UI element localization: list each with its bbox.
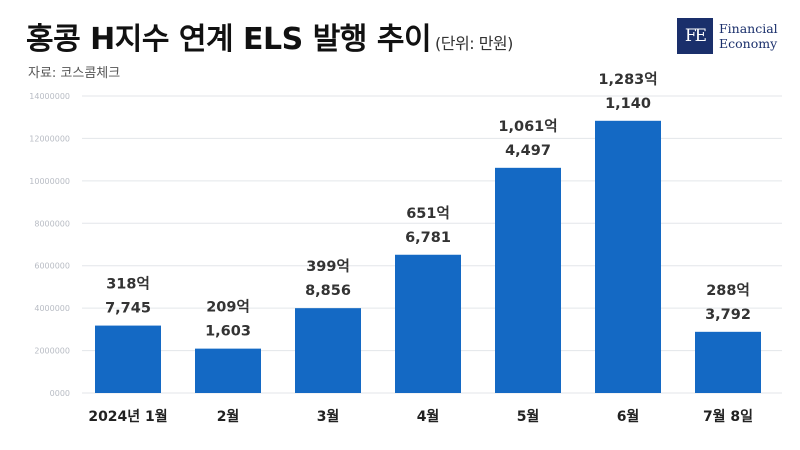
y-tick-label: 4000000 [34,304,70,313]
data-label-bottom: 6,781 [405,230,451,246]
x-category-label: 3월 [317,408,340,425]
bar [595,120,661,393]
bar [395,254,461,393]
page-title: 홍콩 H지수 연계 ELS 발행 추이 (단위: 만원) [26,22,513,57]
x-category-label: 4월 [417,408,440,425]
bar [95,325,161,393]
bar [295,308,361,393]
x-category-label: 2월 [217,408,240,425]
data-label-bottom: 4,497 [505,143,551,159]
y-tick-label: 10000000 [29,177,70,186]
x-category-label: 5월 [517,408,540,425]
bar [195,348,261,393]
logo-line-2: Economy [719,36,778,51]
y-tick-label: 2000000 [34,347,70,356]
y-tick-label: 14000000 [29,92,70,101]
logo-text: Financial Economy [719,21,778,51]
data-label-bottom: 7,745 [105,301,151,317]
y-tick-label: 6000000 [34,262,70,271]
data-label-bottom: 3,792 [705,307,751,323]
data-label-top: 288억 [706,281,750,299]
bar [695,331,761,393]
logo-mark: FE [677,18,713,54]
source-label: 자료: 코스콤체크 [28,66,121,81]
y-tick-label: 0000 [50,389,70,398]
data-label-bottom: 1,603 [205,324,251,340]
x-category-label: 6월 [617,408,640,425]
data-label-top: 209억 [206,298,250,316]
x-category-label: 2024년 1월 [88,408,167,425]
data-label-top: 1,283억 [598,70,657,88]
financial-economy-logo: FE Financial Economy [677,18,778,54]
data-label-bottom: 1,140 [605,96,651,112]
y-tick-label: 8000000 [34,219,70,228]
unit-label: (단위: 만원) [435,34,513,53]
x-category-label: 7월 8일 [703,408,753,425]
data-label-top: 1,061억 [498,117,557,135]
data-label-top: 399억 [306,257,350,275]
bar [495,167,561,393]
data-label-bottom: 8,856 [305,283,351,299]
data-label-top: 318억 [106,275,150,293]
data-label-top: 651억 [406,204,450,222]
y-tick-label: 12000000 [29,134,70,143]
logo-line-1: Financial [719,21,778,36]
